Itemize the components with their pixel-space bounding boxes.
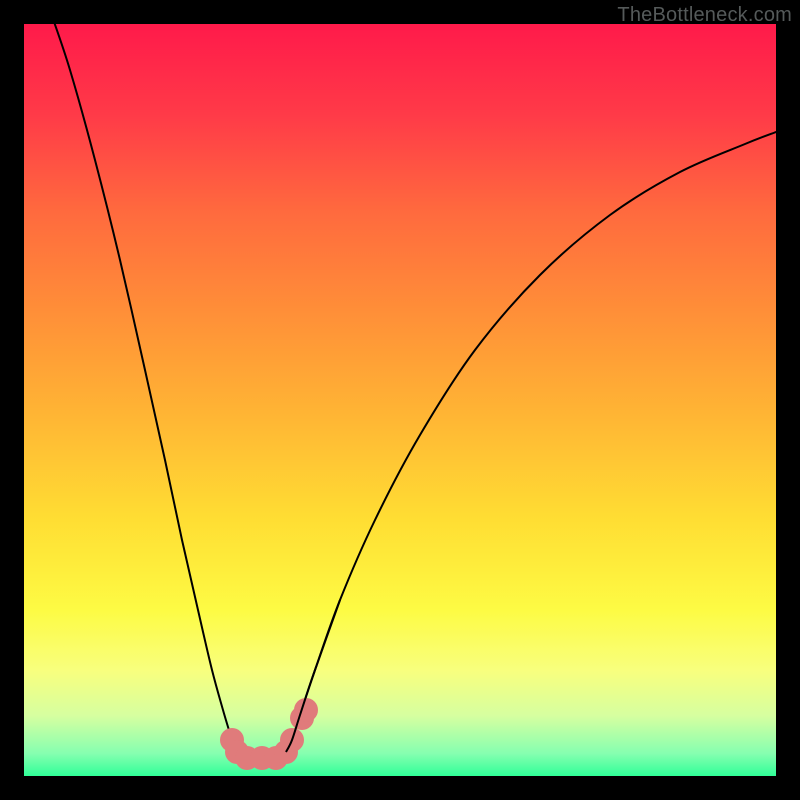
watermark-text: TheBottleneck.com — [617, 4, 792, 27]
chart-svg-layer — [0, 0, 800, 800]
bottleneck-curve — [52, 16, 776, 758]
trough-marker — [294, 698, 318, 722]
